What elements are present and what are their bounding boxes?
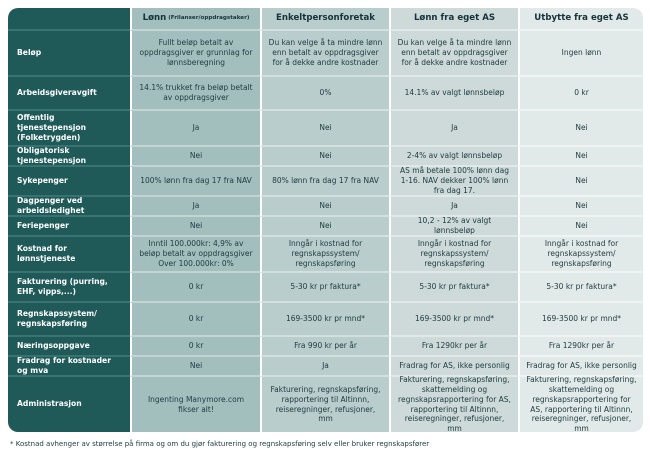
table-cell: Inngår i kostnad for regnskapssystem/ re… <box>389 237 518 273</box>
table-cell: 169-3500 kr pr mnd* <box>260 303 389 337</box>
table-cell: Inngår i kostnad for regnskapssystem/ re… <box>260 237 389 273</box>
table-cell: Nei <box>260 217 389 237</box>
table-cell: Nei <box>130 217 260 237</box>
row-label: Fakturering (purring, EHF, vipps,...) <box>8 273 130 303</box>
table-cell: Inntil 100.000kr: 4,9% av beløp betalt a… <box>130 237 260 273</box>
table-cell: Du kan velge å ta mindre lønn enn betalt… <box>260 31 389 77</box>
row-label: Kostnad for lønnstjeneste <box>8 237 130 273</box>
table-cell: Fradrag for AS, ikke personlig <box>518 357 643 377</box>
table-cell: Fullt beløp betalt av oppdragsgiver er g… <box>130 31 260 77</box>
table-cell: Fra 1290kr per år <box>518 337 643 357</box>
table-cell: 14.1% av valgt lønnsbeløp <box>389 77 518 111</box>
table-cell: Fakturering, regnskapsføring, skattemeld… <box>518 375 643 432</box>
row-label: Næringsoppgave <box>8 337 130 357</box>
row-label: Sykepenger <box>8 167 130 197</box>
table-cell: Ingen lønn <box>518 31 643 77</box>
table-cell: Ja <box>260 357 389 377</box>
table-cell: Inngår i kostnad for regnskapssystem/ re… <box>518 237 643 273</box>
table-cell: Fradrag for AS, ikke personlig <box>389 357 518 377</box>
row-label: Beløp <box>8 31 130 77</box>
row-label: Offentlig tjenestepensjon (Folketrygden) <box>8 111 130 147</box>
column-header-sublabel: (Frilanser/oppdragstaker) <box>168 14 250 21</box>
row-label: Obligatorisk tjenestepensjon <box>8 146 130 167</box>
table-cell: Ingenting Manymore.com fikser alt! <box>130 377 260 432</box>
row-label: Regnskapssystem/ regnskapsføring <box>8 303 130 337</box>
table-cell: Nei <box>130 147 260 167</box>
column-header: Lønn fra eget AS <box>389 8 518 31</box>
table-cell: Nei <box>518 111 643 147</box>
table-cell: Fra 990 kr per år <box>260 337 389 357</box>
table-cell: 5-30 kr pr faktura* <box>389 273 518 303</box>
table-cell: Nei <box>518 167 643 197</box>
table-cell: 0 kr <box>518 77 643 111</box>
footnote: * Kostnad avhenger av størrelse på firma… <box>10 440 430 448</box>
column-header: Utbytte fra eget AS <box>518 8 643 31</box>
table-cell: Ja <box>389 197 518 217</box>
column-header-label: Utbytte fra eget AS <box>534 12 629 23</box>
table-cell: 169-3500 kr pr mnd* <box>389 303 518 337</box>
table-cell: Ja <box>389 111 518 147</box>
column-header-label: Enkeltpersonforetak <box>275 12 376 23</box>
table-cell: 80% lønn fra dag 17 fra NAV <box>260 167 389 197</box>
table-cell: 14.1% trukket fra beløp betalt av oppdra… <box>130 77 260 111</box>
table-cell: Nei <box>260 111 389 147</box>
column-header: Lønn (Frilanser/oppdragstaker) <box>130 8 260 31</box>
table-cell: Nei <box>518 197 643 217</box>
table-cell: 0 kr <box>130 273 260 303</box>
row-label: Administrasjon <box>8 377 130 432</box>
table-cell: Nei <box>260 197 389 217</box>
table-cell: Fakturering, regnskapsføring, skattemeld… <box>389 375 518 432</box>
table-cell: 5-30 kr pr faktura* <box>518 273 643 303</box>
table-cell: Nei <box>130 357 260 377</box>
row-label: Fradrag for kostnader og mva <box>8 356 130 377</box>
table-cell: Fra 1290kr per år <box>389 337 518 357</box>
table-cell: 10,2 - 12% av valgt lønnsbeløp <box>389 216 518 237</box>
comparison-table-grid: Lønn (Frilanser/oppdragstaker) Enkeltperso… <box>8 8 643 432</box>
table-cell: Ja <box>130 197 260 217</box>
comparison-table: Lønn (Frilanser/oppdragstaker) Enkeltperso… <box>8 8 643 432</box>
column-header-label: Lønn <box>142 12 167 23</box>
table-cell: 169-3500 kr pr mnd* <box>518 303 643 337</box>
table-cell: AS må betale 100% lønn dag 1-16. NAV dek… <box>389 166 518 197</box>
table-cell: 0% <box>260 77 389 111</box>
table-cell: Nei <box>518 217 643 237</box>
table-cell: Nei <box>518 147 643 167</box>
table-cell: Nei <box>260 147 389 167</box>
table-cell: 2-4% av valgt lønnsbeløp <box>389 147 518 167</box>
table-corner-cell <box>8 8 130 31</box>
column-header-label: Lønn fra eget AS <box>413 12 496 23</box>
row-label: Arbeidsgiveravgift <box>8 77 130 111</box>
table-cell: Fakturering, regnskapsføring, rapporteri… <box>260 377 389 432</box>
table-cell: Ja <box>130 111 260 147</box>
table-cell: Du kan velge å ta mindre lønn enn betalt… <box>389 31 518 77</box>
row-label: Feriepenger <box>8 217 130 237</box>
table-cell: 5-30 kr pr faktura* <box>260 273 389 303</box>
table-cell: 100% lønn fra dag 17 fra NAV <box>130 167 260 197</box>
column-header: Enkeltpersonforetak <box>260 8 389 31</box>
table-cell: 0 kr <box>130 337 260 357</box>
table-cell: 0 kr <box>130 303 260 337</box>
row-label: Dagpenger ved arbeidsledighet <box>8 196 130 217</box>
